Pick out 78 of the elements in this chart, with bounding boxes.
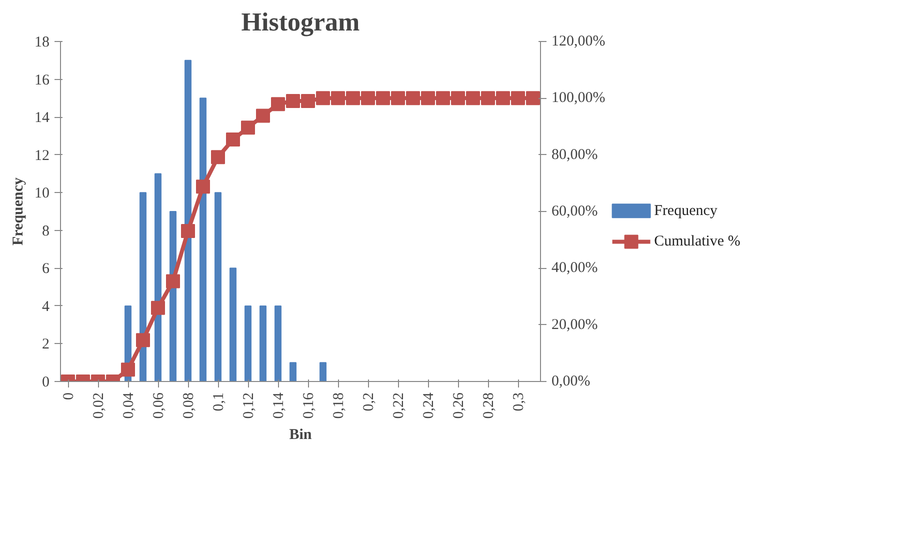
point [496,91,510,106]
x-tick-label: 0 [61,392,77,400]
y2-tick-label: 100,00% [552,90,606,106]
point [286,94,300,108]
y-tick-label: 14 [34,110,50,126]
point [196,180,210,194]
bar [260,305,266,382]
bar [244,305,252,382]
bar [290,362,296,382]
x-tick-label: 0,24 [421,392,437,419]
point [136,333,150,348]
bar [274,305,282,382]
point [376,91,390,106]
bar [154,173,162,382]
bar [214,192,222,382]
point [406,91,420,106]
bar [200,98,206,382]
x-tick-label: 0,28 [481,392,497,419]
y2-tick-label: 40,00% [552,260,598,276]
bar [184,60,192,382]
bar [140,192,146,382]
point [391,91,405,106]
x-tick-label: 0,14 [271,392,287,419]
y-tick-label: 18 [34,34,50,50]
y2-tick-label: 60,00% [552,204,598,220]
y2-tick-label: 0,00% [552,374,590,390]
point [481,91,495,106]
point [526,91,540,106]
bar [320,362,326,382]
point [241,120,255,135]
y-tick-label: 0 [42,374,50,390]
legend-label: Cumulative % [654,234,740,250]
x-tick-label: 0,16 [301,392,317,419]
y2-tick-label: 80,00% [552,146,598,163]
point [271,97,285,112]
y-tick-label: 4 [42,298,50,315]
point [331,91,345,106]
y-tick-label: 2 [42,336,50,353]
x-tick-label: 0,26 [451,392,467,419]
bar [230,268,236,382]
point [211,150,225,164]
point [466,91,480,106]
point [151,300,165,315]
x-tick-label: 0,1 [211,392,227,412]
point [361,91,375,106]
point [451,91,465,106]
x-tick-label: 0,18 [331,392,347,419]
x-tick-label: 0,12 [241,392,257,419]
y-tick-label: 8 [42,223,50,240]
y-tick-label: 10 [34,186,50,202]
y-tick-label: 16 [34,72,50,88]
y2-tick-label: 120,00% [552,34,606,50]
point [511,91,525,106]
point [166,274,180,288]
x-axis-title: Bin [289,426,312,443]
x-tick-label: 0,04 [121,392,137,419]
point [436,91,450,106]
y2-tick-label: 20,00% [552,316,598,333]
point [346,91,360,106]
y-tick-label: 12 [34,148,50,164]
point [121,362,135,377]
x-tick-label: 0,22 [391,392,407,419]
x-tick-label: 0,2 [361,392,377,412]
point [256,108,270,123]
x-tick-label: 0,02 [91,392,107,419]
point [301,94,315,108]
point [316,91,330,106]
legend-label: Frequency [654,202,718,219]
chart-title: Histogram [241,8,360,36]
point [226,132,240,147]
y-tick-label: 6 [42,261,50,278]
point [421,91,435,106]
x-tick-label: 0,08 [181,392,197,419]
x-tick-label: 0,3 [511,392,527,412]
x-tick-label: 0,06 [151,392,167,419]
point [181,224,195,238]
bar [170,211,176,382]
y-axis-title: Frequency [10,176,26,246]
